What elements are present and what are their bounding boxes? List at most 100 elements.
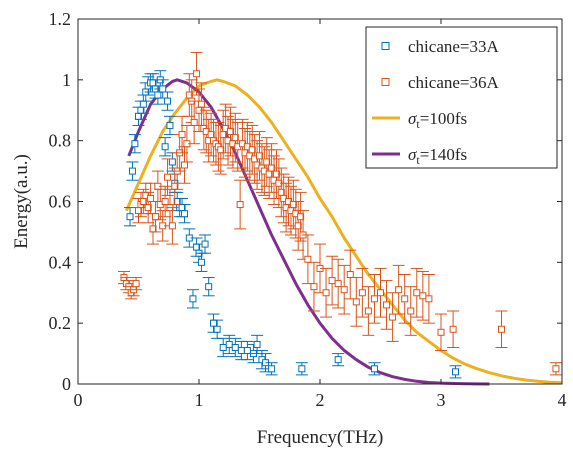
point-marker xyxy=(498,325,505,333)
y-axis-label: Energy(a.u.) xyxy=(11,154,32,249)
point-marker xyxy=(168,158,176,166)
point-marker xyxy=(268,365,276,373)
point-marker xyxy=(180,210,188,218)
legend-item: chicane=33A xyxy=(381,37,499,56)
point-marker xyxy=(164,97,172,105)
data-point xyxy=(374,267,387,318)
point-marker xyxy=(197,258,205,266)
data-point xyxy=(130,277,143,291)
y-tick-label: 0.6 xyxy=(49,192,72,212)
point-marker xyxy=(395,286,403,294)
series-1-markers xyxy=(117,51,562,376)
data-point xyxy=(217,109,230,160)
y-tick-label: 0.2 xyxy=(49,313,72,333)
data-point xyxy=(422,274,435,324)
point-marker xyxy=(144,204,152,212)
point-marker xyxy=(178,131,186,139)
point-marker xyxy=(370,295,378,303)
data-point xyxy=(362,286,375,336)
point-marker xyxy=(168,222,176,230)
data-point xyxy=(332,353,345,367)
data-point xyxy=(166,207,179,245)
point-marker xyxy=(231,134,239,142)
data-point xyxy=(338,264,351,315)
point-marker xyxy=(407,307,415,315)
point-marker xyxy=(437,328,445,336)
x-tick-label: 0 xyxy=(74,390,83,410)
data-point xyxy=(320,267,333,318)
data-point xyxy=(190,51,203,96)
point-marker xyxy=(263,158,271,166)
data-point xyxy=(449,365,462,379)
point-marker xyxy=(364,307,372,315)
data-point xyxy=(260,137,273,187)
data-point xyxy=(253,131,266,181)
data-point xyxy=(241,340,254,361)
point-marker xyxy=(358,289,366,297)
point-marker xyxy=(304,255,312,263)
point-marker xyxy=(334,356,342,364)
point-marker xyxy=(159,85,167,93)
legend-item: σt=140fs xyxy=(372,145,467,167)
data-point xyxy=(202,277,215,297)
series-0-markers xyxy=(124,70,462,379)
data-point xyxy=(332,258,345,309)
point-marker xyxy=(189,295,197,303)
legend-label: chicane=33A xyxy=(408,37,499,56)
data-point xyxy=(251,140,264,190)
ticks-layer: 0 1 2 3 4 0 0.2 0.4 0.6 0.8 1 1.2 xyxy=(49,9,567,410)
data-point xyxy=(549,362,562,376)
data-point xyxy=(272,158,285,209)
data-point xyxy=(224,106,237,157)
data-point xyxy=(386,292,399,342)
data-point xyxy=(159,185,172,218)
data-point xyxy=(277,173,290,224)
point-marker xyxy=(126,213,134,221)
data-point xyxy=(380,280,393,330)
data-point xyxy=(368,362,381,376)
point-marker xyxy=(425,295,433,303)
point-marker xyxy=(161,143,169,151)
point-marker xyxy=(236,201,244,209)
point-marker xyxy=(237,347,245,355)
data-point xyxy=(186,289,199,309)
data-point xyxy=(368,274,381,324)
data-point xyxy=(404,286,417,336)
point-marker xyxy=(128,167,136,175)
data-point xyxy=(447,310,460,348)
point-marker xyxy=(383,301,391,309)
point-marker xyxy=(139,100,147,108)
point-marker xyxy=(452,368,460,376)
point-marker xyxy=(297,213,305,221)
point-marker xyxy=(310,283,318,291)
data-point xyxy=(307,261,320,312)
data-point xyxy=(435,313,447,352)
series-3-curve xyxy=(127,78,490,386)
point-marker xyxy=(201,240,209,248)
y-tick-label: 1 xyxy=(62,70,71,90)
legend-label: chicane=36A xyxy=(408,73,499,92)
x-tick-label: 1 xyxy=(195,390,204,410)
point-marker xyxy=(334,280,342,288)
point-marker xyxy=(370,365,378,373)
point-marker xyxy=(193,70,201,78)
x-tick-label: 2 xyxy=(316,390,325,410)
y-tick-label: 0.4 xyxy=(49,252,72,272)
data-point xyxy=(265,362,278,376)
point-marker xyxy=(225,340,233,348)
data-point xyxy=(356,267,369,318)
data-point xyxy=(234,179,247,230)
data-point xyxy=(223,334,236,355)
data-point xyxy=(124,207,137,227)
point-marker xyxy=(340,286,348,294)
legend-label: σt=140fs xyxy=(408,145,467,167)
data-point xyxy=(126,161,139,181)
point-marker xyxy=(161,198,169,205)
data-point xyxy=(301,234,314,285)
point-marker xyxy=(401,295,409,303)
data-point xyxy=(350,277,363,327)
data-point xyxy=(199,234,212,254)
point-marker xyxy=(552,365,560,373)
legend-box xyxy=(365,26,558,169)
